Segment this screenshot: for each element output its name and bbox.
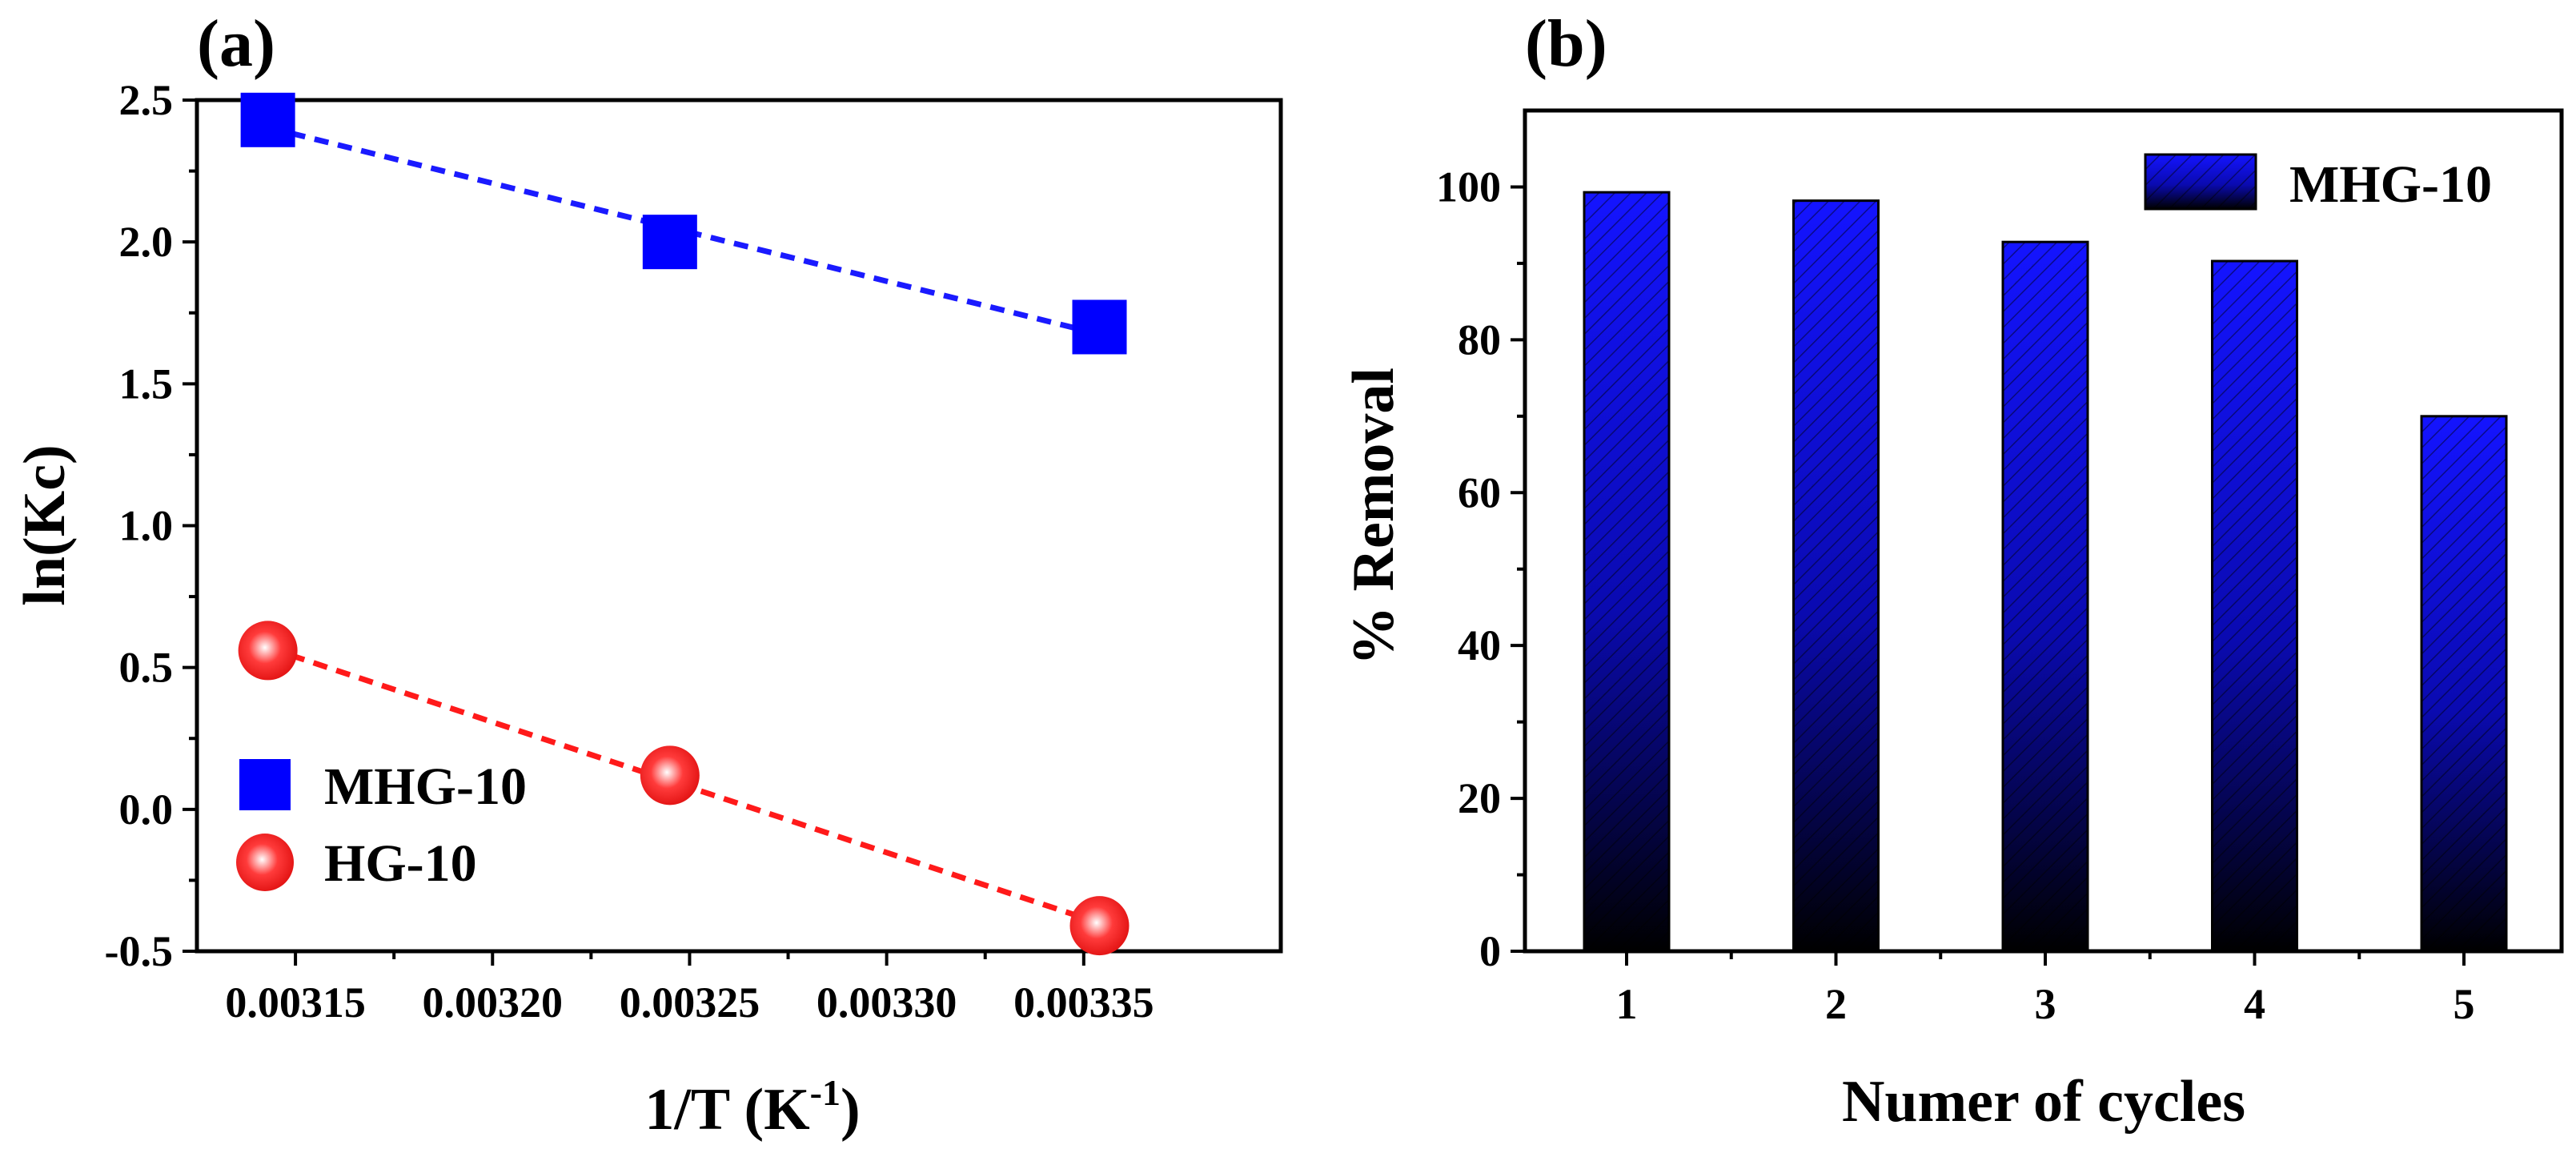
data-point-hg-10 <box>1069 896 1130 956</box>
panel-b-x-tick-label: 5 <box>2454 980 2475 1028</box>
bar-hatch-cycle-5 <box>2422 416 2506 951</box>
legend-label-mhg10-bar: MHG-10 <box>2289 155 2492 214</box>
panel-a-y-axis-title: ln(Kc) <box>12 444 78 605</box>
panel-a-legend: MHG-10 HG-10 <box>236 757 527 893</box>
panel-a-y-tick-label: 2.5 <box>119 76 174 124</box>
panel-b-x-tick-label: 1 <box>1616 980 1638 1028</box>
legend-marker-sphere <box>236 834 294 891</box>
panel-a: (a) 0.00315 0.00320 0.00325 0.00330 0.00335 … <box>12 6 1283 1143</box>
panel-b-y-axis-title: % Removal <box>1341 368 1406 665</box>
panel-a-y-tick-label: 2.0 <box>119 218 174 266</box>
panel-a-x-tick-label: 0.00320 <box>423 978 564 1026</box>
data-point-hg-10 <box>640 745 700 805</box>
panel-b-x-tick-label: 2 <box>1825 980 1847 1028</box>
panel-a-y-tick-label: 0.0 <box>119 785 174 834</box>
panel-a-y-ticks: -0.5 0.0 0.5 1.0 1.5 2.0 2.5 <box>105 76 197 975</box>
legend-label-hg10: HG-10 <box>324 834 477 893</box>
panel-a-frame <box>195 98 1283 954</box>
panel-a-x-axis-title-sup: -1 <box>810 1072 841 1113</box>
bar-hatch-cycle-4 <box>2212 261 2297 952</box>
panel-b-y-tick-label: 80 <box>1458 315 1501 364</box>
panel-a-x-axis-title-main: 1/T (K <box>644 1077 809 1143</box>
panel-a-x-axis-title-end: ) <box>841 1077 861 1143</box>
data-point-mhg-10 <box>1072 299 1127 355</box>
panel-b-y-tick-label: 0 <box>1479 927 1501 975</box>
panel-a-y-tick-label: 1.5 <box>119 360 174 408</box>
panel-a-y-tick-label: -0.5 <box>105 927 173 975</box>
panel-a-points <box>238 92 1130 956</box>
panel-a-x-tick-label: 0.00330 <box>817 978 957 1026</box>
panel-b-y-tick-label: 20 <box>1458 774 1501 822</box>
panel-b-x-ticks: 1 2 3 4 5 <box>1616 951 2475 1028</box>
panel-b-label: (b) <box>1525 6 1607 81</box>
legend-swatch-hatch <box>2145 155 2256 209</box>
bar-hatch-cycle-3 <box>2003 242 2088 951</box>
panel-b-legend: MHG-10 <box>2144 153 2492 214</box>
panel-b-bars <box>1583 191 2508 953</box>
panel-a-y-tick-label: 0.5 <box>119 644 174 692</box>
data-point-mhg-10 <box>240 92 295 147</box>
panel-a-x-tick-label: 0.00325 <box>620 978 760 1026</box>
bar-hatch-cycle-1 <box>1584 192 1669 952</box>
panel-a-x-ticks: 0.00315 0.00320 0.00325 0.00330 0.00335 <box>225 951 1154 1026</box>
panel-a-x-axis-title: 1/T (K-1) <box>644 1072 860 1143</box>
panel-b-x-axis-title: Numer of cycles <box>1842 1069 2245 1135</box>
panel-b-y-tick-label: 40 <box>1458 621 1501 669</box>
panel-a-y-tick-label: 1.0 <box>119 502 174 550</box>
panel-b-x-tick-label: 3 <box>2035 980 2056 1028</box>
panel-b-y-tick-label: 60 <box>1458 468 1501 516</box>
panel-a-label: (a) <box>197 6 275 81</box>
panel-a-x-tick-label: 0.00315 <box>225 978 366 1026</box>
panel-a-x-tick-label: 0.00335 <box>1013 978 1154 1026</box>
panel-b: (b) 1 2 3 4 5 0 20 40 60 80 100 % Removal Numer o… <box>1341 6 2564 1135</box>
legend-label-mhg10: MHG-10 <box>324 757 527 816</box>
bar-hatch-cycle-2 <box>1793 200 1879 952</box>
panel-b-y-tick-label: 100 <box>1436 163 1501 211</box>
data-point-hg-10 <box>238 621 298 681</box>
data-point-mhg-10 <box>642 215 697 270</box>
panel-b-x-tick-label: 4 <box>2244 980 2265 1028</box>
legend-marker-square <box>239 759 291 810</box>
panel-b-y-ticks: 0 20 40 60 80 100 <box>1436 163 1525 975</box>
